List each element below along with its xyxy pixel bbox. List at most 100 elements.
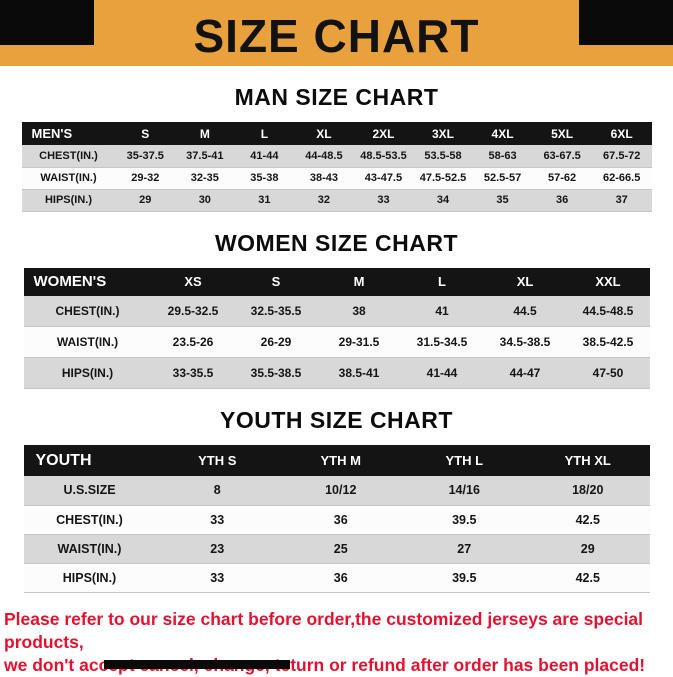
size-cell: 35.5-38.5 [234,357,318,389]
size-cell: 47-50 [566,357,650,389]
column-header: YTH XL [526,445,650,476]
column-header: XS [151,267,235,296]
table-header-row: YOUTH YTH S YTH M YTH L YTH XL [23,445,650,476]
size-cell: 35-38 [234,167,295,190]
women-section-title: WOMEN SIZE CHART [214,229,459,256]
size-cell: 27 [402,534,526,564]
men-size-table: MEN'S S M L XL 2XL 3XL 4XL 5XL 6XL CHEST… [21,122,652,212]
size-cell: 38.5-42.5 [566,326,650,358]
table-row: WAIST(IN.) 23 25 27 29 [23,534,650,564]
size-cell: 38.5-41 [317,357,401,389]
size-cell: 37.5-41 [175,145,235,168]
column-header: YTH S [155,445,279,476]
row-label: WAIST(IN.) [23,534,156,564]
size-cell: 47.5-52.5 [413,167,473,190]
size-cell: 26-29 [234,326,318,358]
size-cell: 38-43 [294,167,354,190]
size-cell: 33 [155,563,279,593]
size-cell: 36 [279,505,403,535]
size-cell: 23.5-26 [151,326,235,358]
column-header: 3XL [413,122,473,145]
size-cell: 29 [526,534,650,564]
row-label: WAIST(IN.) [23,326,152,358]
table-row: WAIST(IN.) 29-32 32-35 35-38 38-43 43-47… [21,167,652,190]
size-cell: 34.5-38.5 [483,326,567,358]
row-label: WAIST(IN.) [21,167,116,190]
column-header: S [234,267,318,296]
column-header: YTH M [279,445,403,476]
size-cell: 48.5-53.5 [353,145,414,168]
table-header-row: WOMEN'S XS S M L XL XXL [23,267,650,296]
column-header: XXL [566,267,650,296]
size-cell: 10/12 [279,476,403,506]
table-header-row: MEN'S S M L XL 2XL 3XL 4XL 5XL 6XL [21,122,652,145]
size-cell: 44.5 [483,295,567,327]
men-section-title: MAN SIZE CHART [234,84,439,110]
size-cell: 53.5-58 [413,145,473,168]
table-row: CHEST(IN.) 29.5-32.5 32.5-35.5 38 41 44.… [23,295,650,327]
size-cell: 34 [413,189,473,212]
column-header: L [234,122,295,145]
column-header: M [317,267,401,296]
footer-note-line1: Please refer to our size chart before or… [4,608,644,652]
size-cell: 39.5 [402,505,526,535]
size-cell: 42.5 [526,505,650,535]
size-cell: 35-37.5 [115,145,176,168]
size-cell: 39.5 [402,563,526,593]
size-cell: 63-67.5 [532,145,592,168]
size-cell: 31.5-34.5 [400,326,484,358]
size-cell: 32.5-35.5 [234,295,318,327]
size-cell: 33 [353,189,414,212]
size-cell: 23 [155,534,279,564]
column-header: YTH L [402,445,526,476]
column-header: 6XL [591,122,652,145]
size-cell: 29.5-32.5 [151,295,235,327]
table-corner-header: MEN'S [21,122,116,145]
size-cell: 18/20 [526,476,650,506]
size-cell: 41-44 [400,357,484,389]
column-header: XL [483,267,567,296]
table-row: U.S.SIZE 8 10/12 14/16 18/20 [23,476,650,506]
size-cell: 42.5 [526,563,650,593]
size-cell: 32-35 [175,167,235,190]
page-title: SIZE CHART [193,10,480,62]
size-cell: 35 [472,189,533,212]
size-cell: 36 [279,563,403,593]
table-corner-header: YOUTH [23,445,156,476]
banner: SIZE CHART [0,0,673,66]
size-cell: 44-47 [483,357,567,389]
size-cell: 8 [155,476,279,506]
row-label: CHEST(IN.) [23,505,156,535]
column-header: XL [294,122,354,145]
column-header: L [400,267,484,296]
row-label: CHEST(IN.) [21,145,116,168]
column-header: M [175,122,235,145]
size-cell: 33 [155,505,279,535]
size-cell: 67.5-72 [591,145,652,168]
size-cell: 30 [175,189,235,212]
youth-section-title: YOUTH SIZE CHART [220,407,453,433]
column-header: 4XL [472,122,533,145]
size-cell: 29-31.5 [317,326,401,358]
table-row: HIPS(IN.) 33 36 39.5 42.5 [23,563,650,593]
size-cell: 32 [294,189,354,212]
table-row: CHEST(IN.) 35-37.5 37.5-41 41-44 44-48.5… [21,145,652,168]
top-right-black-block [579,0,673,45]
table-row: HIPS(IN.) 29 30 31 32 33 34 35 36 37 [21,189,652,212]
size-cell: 43-47.5 [353,167,414,190]
size-cell: 52.5-57 [472,167,533,190]
table-row: HIPS(IN.) 33-35.5 35.5-38.5 38.5-41 41-4… [23,357,650,389]
size-cell: 25 [279,534,403,564]
size-cell: 29-32 [115,167,176,190]
row-label: HIPS(IN.) [21,189,116,212]
size-cell: 37 [591,189,652,212]
size-cell: 14/16 [402,476,526,506]
size-cell: 44-48.5 [294,145,354,168]
size-cell: 44.5-48.5 [566,295,650,327]
table-corner-header: WOMEN'S [23,267,152,296]
top-left-black-block [0,0,94,45]
bottom-black-bar [104,660,290,669]
size-cell: 31 [234,189,295,212]
size-cell: 41-44 [234,145,295,168]
